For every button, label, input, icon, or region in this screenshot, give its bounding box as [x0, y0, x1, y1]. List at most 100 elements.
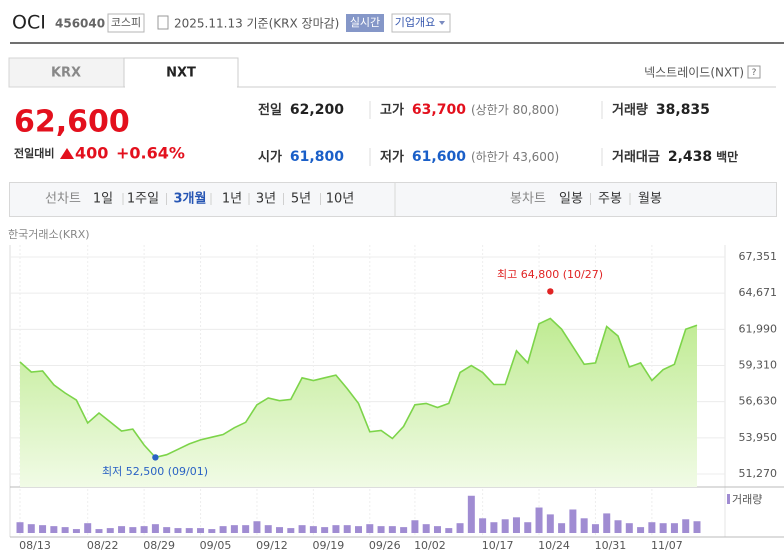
volume-bar: [682, 519, 690, 533]
candle-button[interactable]: 일봉: [559, 192, 583, 207]
stat-value: 38,835: [656, 102, 710, 118]
volume-bar: [84, 523, 92, 533]
period-button[interactable]: 1일: [93, 192, 113, 207]
volume-bar: [366, 524, 374, 533]
volume-bar: [208, 529, 216, 533]
x-tick-label: 10/31: [595, 539, 627, 552]
volume-bar: [603, 513, 611, 533]
nxt-source: 넥스트레이드(NXT): [644, 66, 744, 80]
volume-bar: [659, 523, 667, 533]
volume-bar: [309, 526, 317, 533]
volume-bar: [648, 522, 656, 533]
x-tick-label: 10/17: [482, 539, 514, 552]
volume-bar: [242, 525, 250, 533]
date-icon: [157, 15, 169, 30]
candle-chart-label: 봉차트: [510, 192, 546, 207]
dropdown-arrow: [439, 21, 445, 25]
volume-bar: [39, 525, 47, 533]
volume-bar: [230, 525, 238, 533]
volume-bar: [163, 527, 171, 533]
y-tick-label: 56,630: [739, 395, 778, 408]
volume-bar: [422, 524, 430, 533]
tab-nxt[interactable]: [123, 57, 239, 88]
volume-bar: [140, 526, 148, 533]
y-tick-label: 59,310: [739, 359, 778, 372]
stat-value: 61,600: [412, 149, 466, 165]
price-line: [19, 317, 698, 459]
stat: 거래대금 2,438 백만: [612, 149, 738, 166]
volume-bar: [377, 526, 385, 533]
volume-legend: 거래량: [732, 493, 762, 506]
price: 62,600: [14, 105, 130, 140]
volume-bar: [456, 523, 464, 533]
period-button[interactable]: 1주일: [127, 192, 159, 207]
stat-note: (상한가 80,800): [471, 103, 559, 117]
volume-bar: [27, 524, 35, 533]
stat: 고가 63,700 (상한가 80,800): [380, 102, 559, 118]
tab-krx[interactable]: [8, 57, 125, 88]
volume-bar: [72, 529, 80, 533]
volume-bar: [445, 528, 453, 533]
x-tick-label: 10/24: [538, 539, 570, 552]
realtime-label[interactable]: 실시간: [350, 16, 380, 29]
x-tick-label: 10/02: [414, 539, 446, 552]
overview-label[interactable]: 기업개요: [395, 16, 435, 29]
volume-bar: [558, 523, 566, 533]
volume-bar: [400, 527, 408, 533]
volume-bar: [129, 527, 137, 533]
y-tick-label: 53,950: [739, 431, 778, 444]
header-rule: [10, 42, 784, 44]
candle-button[interactable]: 주봉: [598, 192, 622, 207]
help[interactable]: ?: [752, 68, 757, 78]
volume-bar: [321, 527, 329, 533]
overview-button[interactable]: [391, 13, 451, 33]
period-button[interactable]: 3개월: [174, 191, 207, 207]
period-button[interactable]: 5년: [291, 192, 311, 207]
volume-bar: [118, 526, 126, 533]
y-tick-label: 51,270: [739, 467, 778, 480]
stat-label: 저가: [380, 150, 404, 165]
x-tick-label: 11/07: [651, 539, 683, 552]
volume-bar: [524, 522, 532, 533]
realtime-button[interactable]: [346, 14, 384, 32]
line-chart-label: 선차트: [45, 192, 81, 207]
x-tick-label: 09/05: [200, 539, 232, 552]
stat-label: 전일: [258, 102, 282, 118]
stat: 거래량 38,835: [612, 102, 710, 118]
period-button[interactable]: 10년: [326, 192, 355, 207]
volume-bar: [298, 525, 306, 533]
tab-label[interactable]: NXT: [166, 66, 196, 81]
period-button[interactable]: 1년: [222, 192, 242, 207]
candle-button[interactable]: 월봉: [638, 192, 662, 207]
volume-bar: [287, 528, 295, 533]
volume-bar: [264, 525, 272, 533]
help-box[interactable]: [747, 65, 761, 79]
volume-bar: [693, 521, 701, 533]
annotation: 최고 64,800 (10/27): [497, 268, 603, 281]
volume-bar: [355, 526, 362, 533]
volume-bar: [501, 519, 509, 533]
stock-name: OCI: [12, 12, 46, 34]
volume-bar: [61, 527, 69, 533]
volume-bar: [580, 518, 588, 533]
change: 400: [75, 144, 108, 163]
volume-bar: [151, 524, 159, 533]
x-tick-label: 08/22: [87, 539, 119, 552]
x-tick-label: 08/29: [143, 539, 175, 552]
stat: 저가 61,600 (하한가 43,600): [380, 149, 559, 165]
x-tick-label: 09/19: [313, 539, 345, 552]
x-tick-label: 08/13: [19, 539, 51, 552]
stat-label: 고가: [380, 103, 404, 118]
volume-bar: [591, 524, 599, 533]
volume-bar: [670, 523, 678, 533]
tab-label[interactable]: KRX: [51, 66, 81, 81]
x-tick-label: 09/12: [256, 539, 288, 552]
up-triangle: [60, 148, 74, 159]
market-badge: [107, 13, 145, 33]
volume-bar: [546, 514, 554, 533]
volume-bar: [569, 509, 577, 533]
stat-note: (하한가 43,600): [471, 150, 559, 164]
stat-value: 61,800: [290, 149, 344, 165]
period-button[interactable]: 3년: [256, 192, 276, 207]
